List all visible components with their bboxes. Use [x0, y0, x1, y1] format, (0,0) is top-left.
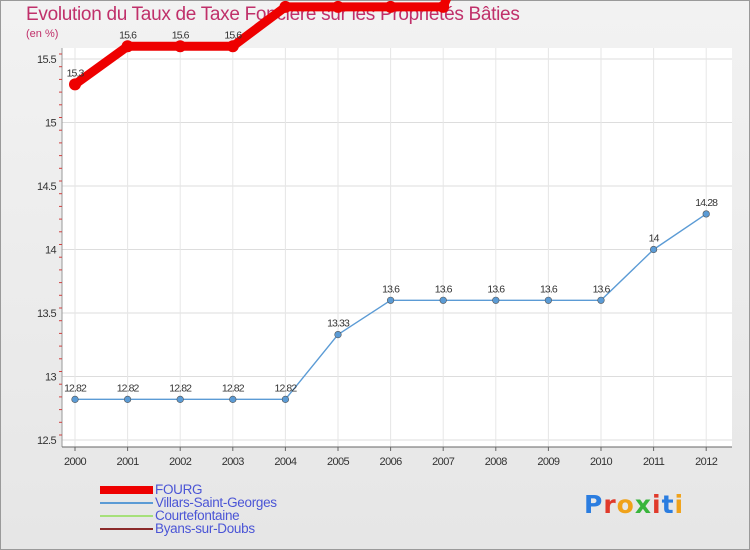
x-tick-label: 2009: [537, 456, 560, 468]
data-label-1: 12.82: [117, 382, 140, 394]
x-tick-label: 2001: [117, 456, 140, 468]
y-tick-label: 13.5: [37, 308, 56, 320]
y-tick-label: 14.5: [37, 181, 56, 193]
data-point-0: [384, 0, 397, 13]
legend-swatch: [100, 527, 153, 530]
y-tick-label: 15.5: [37, 54, 56, 66]
data-label-1: 13.6: [382, 283, 400, 295]
data-point-0: [279, 0, 292, 13]
data-point-0: [69, 78, 81, 91]
data-label-0: 15.91: [275, 0, 298, 2]
data-label-0: 15.6: [224, 29, 242, 41]
data-point-1: [176, 395, 184, 403]
data-point-1: [702, 210, 710, 218]
y-tick-label: 14: [45, 245, 57, 257]
y-tick-label: 13: [45, 372, 57, 384]
data-point-1: [71, 395, 79, 403]
x-tick-label: 2000: [64, 456, 87, 468]
x-tick-label: 2011: [643, 456, 665, 468]
logo-letter: r: [603, 490, 617, 519]
chart-unit: (en %): [26, 28, 59, 40]
data-label-1: 13.6: [593, 283, 611, 295]
data-label-0: 15.91: [380, 0, 403, 2]
data-label-0: 15.3: [67, 67, 85, 79]
data-label-1: 13.6: [487, 283, 505, 295]
data-label-1: 13.6: [435, 283, 453, 295]
logo-letter: i: [674, 490, 685, 519]
data-point-0: [174, 40, 187, 53]
data-label-1: 14.28: [695, 197, 718, 209]
plot-area: [62, 48, 732, 447]
data-point-1: [229, 395, 237, 403]
data-point-0: [437, 0, 450, 13]
x-tick-label: 2005: [327, 456, 350, 468]
x-tick-label: 2012: [695, 456, 718, 468]
y-tick-label: 12.5: [37, 435, 56, 447]
x-tick-label: 2006: [380, 456, 403, 468]
x-tick-label: 2010: [590, 456, 613, 468]
x-tick-label: 2008: [485, 456, 508, 468]
data-point-1: [281, 395, 290, 403]
x-tick-label: 2007: [432, 456, 455, 468]
x-tick-label: 2003: [222, 456, 245, 468]
legend-swatch: [100, 485, 153, 494]
proxiti-logo: Proxiti: [584, 490, 684, 519]
data-point-1: [387, 296, 395, 304]
data-point-0: [332, 0, 344, 13]
data-label-1: 12.82: [275, 382, 298, 394]
data-label-1: 12.82: [222, 382, 245, 394]
logo-letter: x: [634, 490, 652, 519]
y-tick-label: 15: [45, 118, 57, 130]
legend-swatch: [100, 501, 153, 504]
data-point-0: [121, 40, 134, 53]
data-label-0: 15.91: [327, 0, 350, 2]
data-label-0: 15.6: [119, 29, 137, 41]
x-tick-label: 2002: [169, 456, 192, 468]
y-tick-label: 16: [45, 0, 57, 3]
legend-label: FOURG: [155, 482, 203, 497]
data-point-1: [334, 330, 342, 339]
legend-label: Byans-sur-Doubs: [155, 521, 255, 536]
data-point-1: [492, 296, 500, 304]
data-label-1: 12.82: [64, 382, 87, 394]
logo-letter: o: [616, 490, 635, 519]
data-point-1: [649, 245, 658, 254]
data-label-0: 15.6: [172, 29, 190, 41]
legend-swatch: [100, 514, 153, 517]
data-point-1: [439, 296, 447, 304]
data-point-1: [597, 296, 605, 304]
legend-label: Villars-Saint-Georges: [155, 495, 277, 510]
data-label-1: 14: [649, 233, 660, 245]
logo-letter: i: [652, 490, 662, 519]
data-point-0: [226, 40, 239, 53]
data-label-1: 13.33: [327, 318, 350, 330]
data-point-1: [123, 395, 132, 403]
data-label-1: 12.82: [169, 382, 192, 394]
x-tick-label: 2004: [274, 456, 297, 468]
logo-letter: t: [661, 490, 675, 519]
data-label-1: 13.6: [540, 283, 558, 295]
data-label-0: 15.91: [432, 0, 455, 2]
logo-letter: P: [584, 490, 604, 519]
data-point-1: [544, 296, 553, 304]
legend-label: Courtefontaine: [155, 508, 240, 523]
